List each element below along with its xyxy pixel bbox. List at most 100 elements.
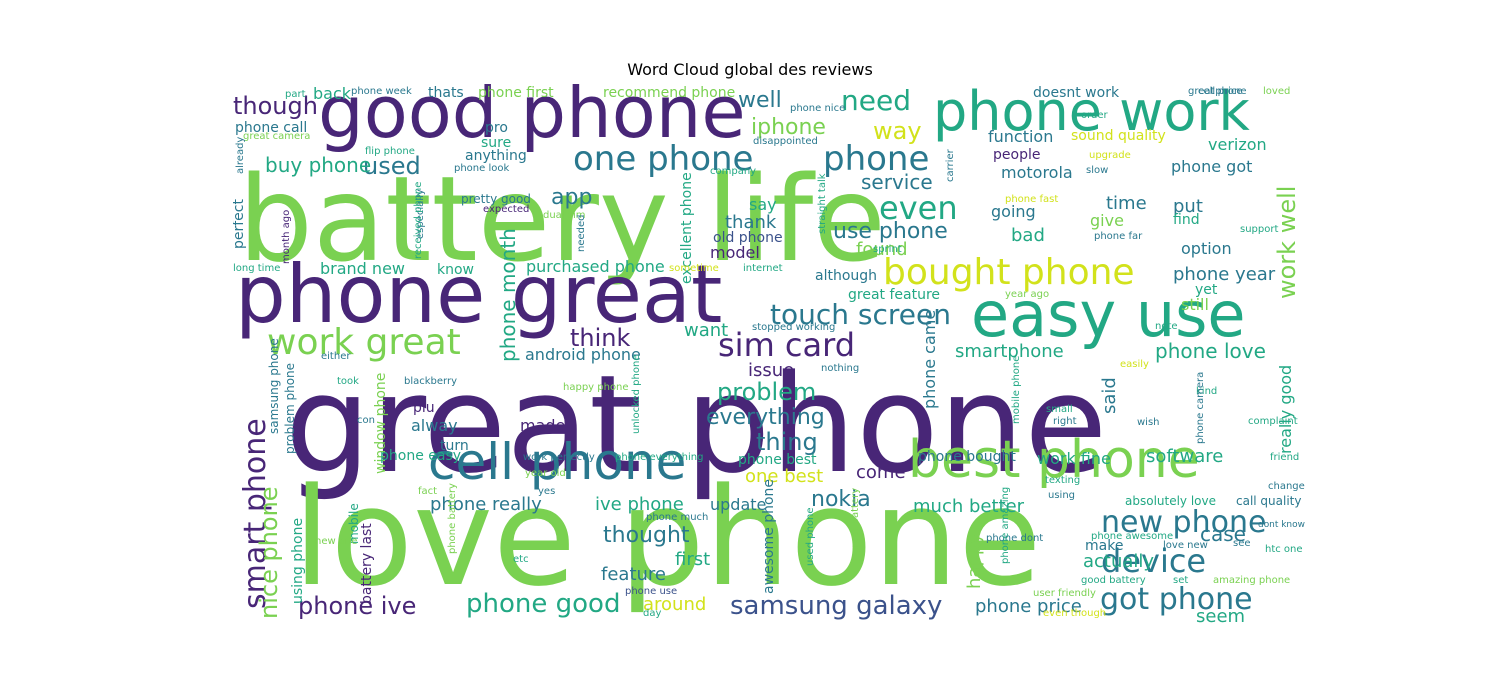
word-ive-phone: ive phone [595, 494, 684, 515]
word-made: made [520, 416, 565, 435]
word-upgrade: upgrade [1089, 150, 1131, 161]
word-friend: friend [1270, 452, 1299, 463]
word-amazing-phone: amazing phone [1213, 575, 1290, 586]
word-love-new: love new [1163, 540, 1208, 551]
word-yet: yet [1195, 282, 1218, 298]
word-phone-month: phone month [496, 228, 520, 362]
word-phone-love: phone love [1155, 339, 1266, 363]
word-phone-easy: phone easy [380, 448, 461, 464]
word-using: using [1048, 490, 1075, 501]
word-phone: phone [823, 139, 929, 179]
word-kind: kind [1196, 386, 1217, 397]
word-turn: turn [440, 438, 469, 454]
word-back: back [313, 84, 352, 103]
word-app: app [551, 185, 592, 210]
word-update: update [710, 495, 766, 514]
word-phone-great: phone great [235, 248, 722, 341]
word-dont-know: dont know [1258, 520, 1305, 530]
word-work-perfectly: work perfectly [523, 452, 595, 463]
word-smart-phone: smart phone [238, 418, 273, 609]
word-work-great: work great [267, 322, 461, 363]
word-long-time: long time [233, 263, 280, 274]
word-feature: feature [601, 564, 666, 585]
word-work-fine: work fine [1037, 449, 1111, 468]
word-using-phone: using phone [290, 518, 306, 604]
word-phone-good: phone good [466, 589, 620, 619]
word-phone-everything: phone everything [615, 452, 703, 463]
word-issue: issue [748, 360, 794, 381]
word-sound-quality: sound quality [1071, 128, 1166, 144]
word-great-price: great price [1188, 86, 1243, 97]
word-month-ago: month ago [281, 210, 292, 264]
word-give: give [1090, 211, 1124, 230]
word-user-friendly: user friendly [1033, 588, 1096, 599]
word-fact: fact [418, 486, 437, 497]
word-sprint: sprint [873, 244, 902, 255]
word-htc-one: htc one [1265, 544, 1303, 555]
word-phone-look: phone look [454, 163, 509, 174]
word-con: con [357, 415, 375, 426]
word-alway: alway [411, 416, 458, 435]
word-right: right [1053, 416, 1077, 427]
word-find: find [1173, 212, 1200, 228]
word-samsung-galaxy: samsung galaxy [730, 591, 942, 621]
word-nice-phone: nice phone [255, 486, 283, 619]
word-set: set [1173, 575, 1188, 586]
word-received-phone: received phone [413, 182, 424, 259]
word-purchased-phone: purchased phone [526, 257, 665, 276]
word-said: said [1099, 377, 1120, 414]
word-seem: seem [1196, 606, 1245, 624]
word-come: come [856, 462, 906, 483]
word-used: used [363, 152, 421, 180]
word-flip-phone: flip phone [365, 146, 415, 157]
word-say: say [749, 195, 777, 214]
word-thing: thing [756, 428, 818, 456]
word-perfect: perfect [233, 199, 247, 249]
word-internet: internet [743, 263, 783, 274]
word-found: found [856, 239, 908, 260]
word-got-phone: got phone [1100, 582, 1253, 617]
word-motorola: motorola [1001, 163, 1073, 182]
word-especially: especially [415, 189, 426, 239]
word-sometime: sometime [669, 263, 719, 274]
word-pretty-good: pretty good [461, 192, 531, 206]
word-phone-best: phone best [738, 452, 817, 468]
word-phone-amazing: phone amazing [1000, 487, 1011, 564]
word-thats: thats [428, 85, 464, 101]
word-phone-use: phone use [625, 586, 677, 597]
word-phone-first: phone first [478, 85, 554, 101]
word-order: order [1081, 110, 1109, 121]
word-phone-awesome: phone awesome [1091, 531, 1173, 542]
word-phone-nice: phone nice [790, 103, 845, 114]
word-nokia: nokia [811, 487, 871, 512]
word-though: though [233, 92, 318, 120]
word-support: support [1240, 224, 1278, 235]
word-needed: needed [576, 215, 587, 253]
word-call-quality: call quality [1236, 494, 1301, 508]
word-day: day [643, 608, 661, 619]
word-phone-price: phone price [975, 596, 1082, 617]
word-good-phone: good phone [318, 84, 746, 154]
word-phone-call: phone call [235, 120, 307, 136]
word-dual-sim: dual sim [543, 210, 586, 221]
word-verizon: verizon [1208, 135, 1267, 154]
word-great-battery: great battery [850, 488, 861, 554]
word-function: function [988, 127, 1053, 146]
word-bought-phone: bought phone [883, 252, 1135, 293]
word-texting: texting [1045, 475, 1080, 486]
word-easily: easily [1120, 359, 1149, 370]
word-much-better: much better [913, 496, 1025, 517]
word-blackberry: blackberry [404, 376, 457, 387]
word-mobile-phone: mobile phone [1011, 356, 1022, 424]
word-disappointed: disappointed [753, 136, 818, 147]
word-easy-use: easy use [971, 278, 1246, 351]
word-new-phone: new phone [1101, 505, 1266, 540]
word-already: already [235, 137, 246, 174]
word-want: want [684, 320, 728, 341]
word-new-one: new one [315, 536, 357, 547]
word-phone-fast: phone fast [1005, 194, 1058, 205]
word-phone-came: phone came [920, 310, 939, 409]
word-phone-really: phone really [430, 494, 542, 515]
word-even-though: even though [1043, 608, 1106, 619]
